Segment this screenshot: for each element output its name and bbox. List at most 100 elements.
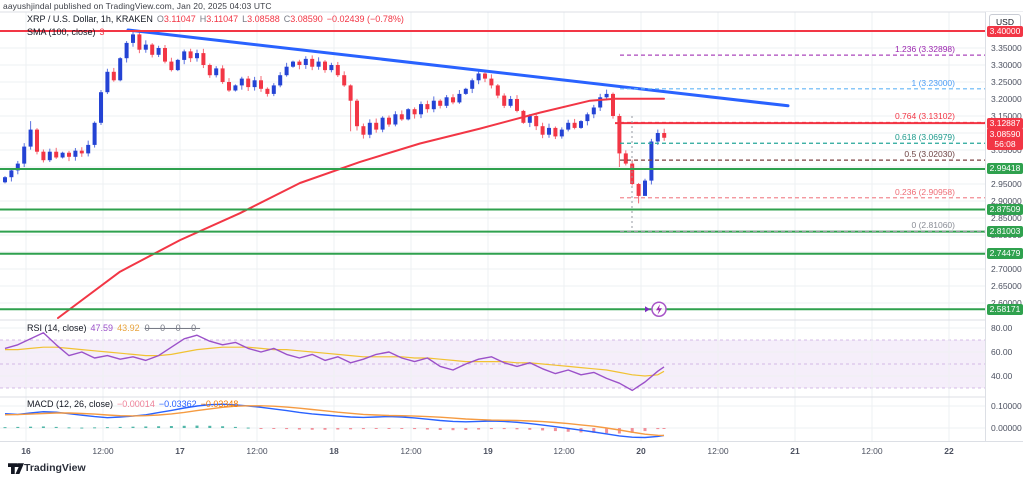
macd-line <box>4 403 665 439</box>
candle-down <box>297 61 302 65</box>
candle-down <box>111 71 116 81</box>
price-scale[interactable]: USD 3.35000 3.30000 3.25000 3.20000 3.15000 3… <box>985 12 1023 460</box>
candle-down <box>35 129 39 152</box>
candle-up <box>156 48 161 55</box>
macd-histogram-bar <box>374 428 378 429</box>
fib-level-label: 0 (2.81060) <box>911 220 955 231</box>
candle-up <box>214 68 219 76</box>
macd-histogram-bar <box>233 426 237 428</box>
macd-histogram-bar <box>349 428 353 430</box>
tradingview-logo-icon <box>8 463 24 474</box>
symbol-name: XRP / U.S. Dollar, 1h, KRAKEN <box>27 14 153 24</box>
sma-legend[interactable]: SMA (100, close) 3 <box>27 27 105 37</box>
candle-down <box>188 51 193 59</box>
candle-down <box>489 78 494 86</box>
macd-histogram-bar <box>144 426 148 428</box>
fib-level-label: 0.5 (3.02030) <box>904 149 955 160</box>
candle-up <box>86 144 91 154</box>
candle-up <box>9 170 14 178</box>
lightning-icon <box>656 304 662 315</box>
macd-histogram-bar <box>41 426 45 428</box>
rsi-legend[interactable]: RSI (14, close) 47.59 43.92 0 0 0 0 <box>27 323 200 333</box>
candle-up <box>175 59 180 71</box>
macd-histogram-bar <box>297 428 301 430</box>
macd-tick: 0.10000 <box>991 401 1022 411</box>
candle-down <box>323 61 327 71</box>
price-line-badge: 2.74479 <box>987 248 1023 260</box>
macd-histogram-bar <box>93 427 97 429</box>
macd-histogram-bar <box>105 427 109 429</box>
candle-up <box>143 44 148 50</box>
candle-down <box>41 151 46 161</box>
candle-down <box>246 78 251 88</box>
time-axis-label: 22 <box>944 446 954 456</box>
macd-histogram-bar <box>272 428 276 429</box>
candle-up <box>105 71 110 93</box>
candle-down <box>534 116 539 127</box>
fib-level-label: 0.236 (2.90958) <box>894 186 955 197</box>
candle-down <box>451 97 455 103</box>
macd-legend[interactable]: MACD (12, 26, close) −0.00014 −0.03362 −0.0… <box>27 399 238 409</box>
price-tick: 2.95000 <box>991 179 1022 189</box>
rsi-ma-value: 43.92 <box>117 323 140 333</box>
candle-up <box>303 58 308 65</box>
candle-up <box>527 116 532 123</box>
macd-histogram-bar <box>323 428 327 430</box>
candle-up <box>547 127 551 135</box>
candle-up <box>598 97 603 108</box>
candle-down <box>201 53 206 65</box>
trendline-resistance[interactable] <box>126 28 790 108</box>
time-axis-label: 17 <box>175 446 185 456</box>
macd-histogram-bar <box>566 428 570 432</box>
candle-down <box>502 95 507 106</box>
rsi-tick: 80.00 <box>991 323 1013 333</box>
macd-histogram-bar <box>285 428 289 430</box>
macd-histogram-bar <box>553 428 557 432</box>
sma-100-line[interactable] <box>57 97 665 319</box>
macd-histogram-bar <box>182 425 186 428</box>
macd-histogram-bar <box>592 428 596 433</box>
sma-value: 3 <box>99 27 105 37</box>
ohlc-value: 3.08590 <box>290 14 323 24</box>
candle-up <box>367 122 372 135</box>
candle-up <box>431 100 436 110</box>
sma-label: SMA (100, close) <box>27 27 96 37</box>
candle-up <box>284 66 289 76</box>
candle-down <box>412 109 417 115</box>
macd-histogram-bar <box>425 428 429 430</box>
candle-down <box>387 117 391 125</box>
candle-down <box>553 127 558 137</box>
time-axis-label: 12:00 <box>400 446 422 456</box>
symbol-legend[interactable]: XRP / U.S. Dollar, 1h, KRAKEN O3.11047 H3.… <box>27 14 404 24</box>
rsi-value: 47.59 <box>90 323 114 333</box>
candle-up <box>73 150 78 157</box>
candle-down <box>623 153 628 164</box>
macd-histogram-bar <box>157 426 161 428</box>
price-line-badge: 2.87509 <box>987 203 1023 215</box>
price-tick: 2.65000 <box>991 281 1022 291</box>
ohlc-value: 3.11047 <box>163 14 196 24</box>
candle-up <box>643 180 647 196</box>
macd-histogram-bar <box>451 428 455 431</box>
candle-up <box>22 146 27 164</box>
candle-down <box>259 80 263 89</box>
macd-histogram-bar <box>310 428 314 430</box>
macd-tick: 0.00000 <box>991 423 1022 433</box>
macd-histogram-bar <box>489 428 493 430</box>
price-tick: 3.30000 <box>991 60 1022 70</box>
macd-histogram-bar <box>643 428 647 432</box>
candle-down <box>335 65 340 76</box>
candle-up <box>252 80 257 88</box>
macd-histogram-bar <box>630 428 634 433</box>
rsi-ma-line <box>5 346 665 377</box>
candle-up <box>444 97 449 106</box>
time-axis[interactable]: 16 12:00 17 12:00 18 12:00 19 12:00 20 12:00 21 12:… <box>0 441 1023 461</box>
candle-down <box>150 44 155 55</box>
candle-down <box>310 58 315 67</box>
time-axis-label: 12:00 <box>92 446 114 456</box>
publish-header: aayushjindal published on TradingView.co… <box>3 1 272 11</box>
candle-down <box>630 163 635 184</box>
candle-up <box>3 177 7 183</box>
